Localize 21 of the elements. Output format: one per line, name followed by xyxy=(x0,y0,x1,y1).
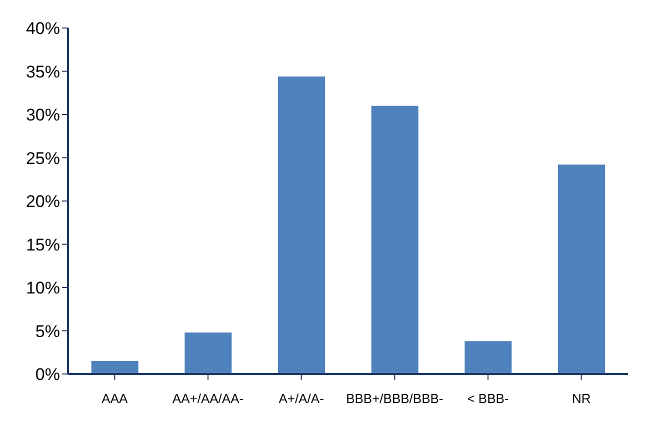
x-tick-label: BBB+/BBB/BBB- xyxy=(346,391,444,406)
y-tick-label: 0% xyxy=(35,365,60,384)
bar xyxy=(464,341,512,374)
x-tick-label: A+/A/A- xyxy=(278,391,324,406)
y-tick-label: 20% xyxy=(26,192,60,212)
bar xyxy=(184,332,232,374)
y-tick-label: 25% xyxy=(26,148,60,168)
x-tick-label: NR xyxy=(572,391,591,406)
y-tick-label: 15% xyxy=(26,235,60,254)
bar xyxy=(278,76,325,374)
y-tick-label: 10% xyxy=(26,278,60,298)
y-tick-label: 30% xyxy=(26,106,60,125)
x-tick-label: AA+/AA/AA- xyxy=(172,391,244,406)
x-tick-label: < BBB- xyxy=(467,391,509,406)
y-tick-label: 40% xyxy=(26,19,60,38)
bar xyxy=(558,164,605,374)
bar xyxy=(371,106,418,374)
y-tick-label: 35% xyxy=(26,62,60,82)
bar xyxy=(91,361,138,374)
y-tick-label: 5% xyxy=(35,322,60,341)
x-tick-label: AAA xyxy=(102,391,128,406)
